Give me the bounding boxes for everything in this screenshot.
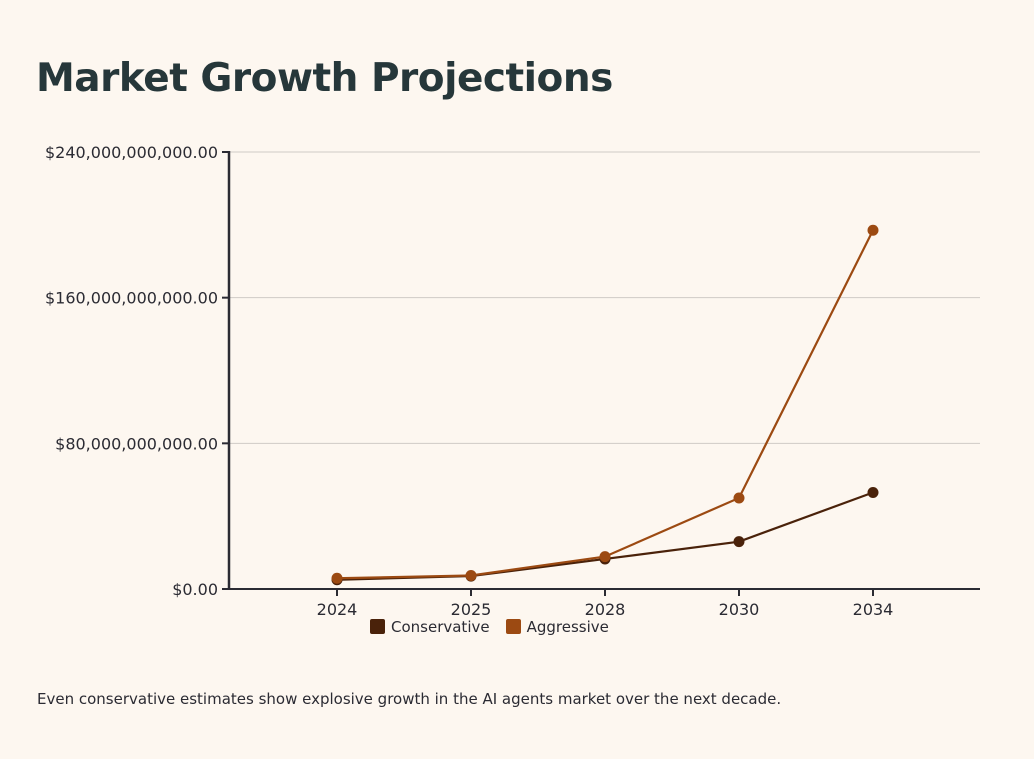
x-tick-label: 2034: [853, 600, 894, 619]
data-point-conservative: [867, 486, 879, 498]
y-tick-label: $80,000,000,000.00: [55, 434, 218, 453]
y-tick-label: $240,000,000,000.00: [45, 143, 218, 162]
legend-item-conservative[interactable]: Conservative: [370, 618, 490, 636]
chart-caption: Even conservative estimates show explosi…: [37, 690, 782, 708]
x-tick-label: 2024: [317, 600, 358, 619]
data-point-aggressive: [465, 570, 477, 582]
legend-swatch: [370, 619, 385, 634]
data-point-aggressive: [599, 551, 611, 563]
x-tick-label: 2030: [719, 600, 760, 619]
series-line-aggressive: [336, 229, 874, 580]
y-tick-label: $160,000,000,000.00: [45, 289, 218, 308]
legend: Conservative Aggressive: [370, 618, 609, 636]
x-tick-label: 2025: [451, 600, 492, 619]
data-point-conservative: [733, 536, 745, 548]
legend-item-aggressive[interactable]: Aggressive: [505, 618, 609, 636]
data-point-aggressive: [733, 492, 745, 504]
data-point-aggressive: [331, 572, 343, 584]
y-tick-label: $0.00: [172, 580, 218, 599]
series-line-conservative: [336, 491, 874, 581]
legend-swatch: [505, 619, 521, 634]
data-point-aggressive: [867, 224, 879, 236]
x-tick-label: 2028: [585, 600, 626, 619]
chart-title: Market Growth Projections: [36, 56, 613, 101]
